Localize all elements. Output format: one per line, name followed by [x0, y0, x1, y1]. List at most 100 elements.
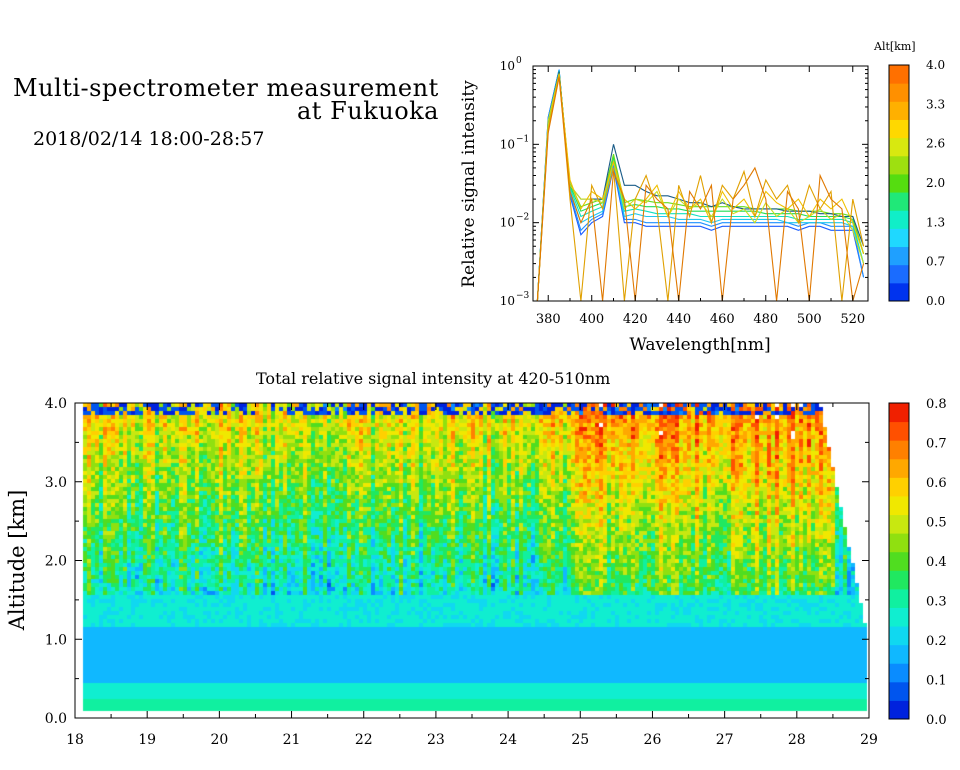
heatmap-title: Total relative signal intensity at 420-5…	[256, 369, 611, 388]
heatmap-chart-axes: 18 19 20 21 22 23 24 25 26 27 28 290.01.02.03.04.0 …	[5, 396, 947, 748]
heatmap-colorbar-swatch	[889, 681, 909, 701]
spectrum-colorbar-swatch	[889, 192, 909, 211]
spectrum-series-line	[536, 71, 865, 302]
heatmap-colorbar-swatch	[889, 663, 909, 683]
heatmap-colorbar-swatch	[889, 458, 909, 478]
date-range: 2018/02/14 18:00-28:57	[33, 128, 265, 150]
spectrum-x-tick-label: 480	[753, 312, 778, 327]
spectrum-colorbar-tick-label: 3.3	[926, 97, 945, 111]
heatmap-x-tick-label: 22	[355, 732, 373, 748]
heatmap-x-tick-label: 24	[499, 732, 517, 748]
heatmap-colorbar-tick-label: 0.8	[926, 397, 947, 412]
spectrum-series-line	[536, 74, 865, 302]
heatmap-colorbar-swatch	[889, 477, 909, 497]
spectrum-series-line	[536, 70, 865, 302]
spectrum-colorbar-swatch	[889, 246, 909, 266]
heatmap-colorbar-swatch	[889, 644, 909, 664]
spectrum-x-tick-label: 460	[710, 312, 735, 327]
heatmap-x-tick-label: 23	[427, 732, 445, 748]
heatmap-y-tick-label: 4.0	[45, 396, 67, 412]
spectrum-y-tick-exponent: 0	[516, 56, 522, 66]
spectrum-colorbar-swatch	[889, 228, 909, 248]
heatmap-colorbar-tick-label: 0.1	[926, 674, 947, 689]
heatmap-colorbar-tick-label: 0.3	[926, 595, 947, 610]
spectrum-colorbar-tick-label: 2.0	[926, 176, 945, 190]
heatmap-colorbar-swatch	[889, 403, 909, 423]
spectrum-colorbar-swatch	[889, 282, 909, 302]
spectrum-colorbar-swatch	[889, 83, 909, 102]
spectrum-series-line	[536, 72, 865, 302]
heatmap-ylabel: Altitude [km]	[5, 490, 29, 632]
heatmap-x-tick-label: 18	[66, 732, 84, 748]
spectrum-colorbar-tick-label: 2.6	[926, 137, 945, 151]
spectrum-colorbar-swatch	[889, 137, 909, 157]
chart-title-line2: at Fukuoka	[297, 97, 439, 125]
heatmap-colorbar-swatch	[889, 626, 909, 646]
heatmap-plot-frame	[74, 402, 870, 719]
heatmap-colorbar-tick-label: 0.7	[926, 437, 947, 452]
heatmap-colorbar-tick-label: 0.2	[926, 634, 947, 649]
heatmap-colorbar-tick-label: 0.4	[926, 555, 947, 570]
heatmap-colorbar-frame	[888, 402, 910, 720]
spectrum-plot-frame	[532, 65, 869, 302]
heatmap-x-tick-label: 29	[860, 732, 878, 748]
heatmap-x-tick-label: 26	[644, 732, 662, 748]
spectrum-y-tick-exponent: −2	[516, 213, 529, 223]
heatmap-colorbar-tick-label: 0.6	[926, 476, 947, 491]
chart-title-line1: Multi-spectrometer measurement	[13, 74, 439, 102]
spectrum-colorbar-tick-label: 1.3	[926, 215, 945, 229]
spectrum-colorbar-swatch	[889, 65, 909, 84]
heatmap-y-tick-label: 0.0	[45, 711, 67, 727]
heatmap-colorbar-swatch	[889, 514, 909, 534]
spectrum-series-line	[536, 69, 865, 302]
spectrum-colorbar-swatch	[889, 210, 909, 229]
spectrum-xlabel: Wavelength[nm]	[629, 335, 770, 355]
spectrum-series-line	[536, 71, 865, 302]
heatmap-plot	[75, 403, 869, 718]
spectrum-colorbar-label: Alt[km]	[873, 40, 916, 53]
spectrum-colorbar-tick-label: 0.7	[926, 255, 945, 269]
heatmap-colorbar-tick-label: 0.5	[926, 516, 947, 531]
spectrum-series-line	[536, 73, 865, 302]
spectrum-x-tick-label: 380	[536, 312, 561, 327]
heatmap-y-tick-label: 1.0	[45, 632, 67, 648]
spectrum-colorbar-tick-label: 0.0	[926, 294, 945, 308]
heatmap-colorbar-swatch	[889, 607, 909, 627]
heatmap-colorbar-swatch	[889, 700, 909, 720]
heatmap-x-tick-label: 21	[283, 732, 301, 748]
spectrum-colorbar-frame	[888, 64, 910, 302]
heatmap-colorbar-swatch	[889, 551, 909, 571]
heatmap-x-tick-label: 27	[716, 732, 734, 748]
spectrum-series-line	[536, 77, 865, 302]
spectrum-ylabel: Relative signal intensity	[459, 80, 479, 288]
heatmap-x-tick-label: 20	[210, 732, 228, 748]
spectrum-x-tick-label: 400	[579, 312, 604, 327]
spectrum-y-tick-label: 10	[500, 216, 515, 230]
heatmap-x-tick-label: 28	[788, 732, 806, 748]
heatmap-y-tick-label: 2.0	[45, 554, 67, 570]
heatmap-colorbar-swatch	[889, 533, 909, 553]
spectrum-series-line	[536, 75, 865, 302]
spectrum-series-line	[536, 69, 865, 302]
heatmap-x-tick-label: 25	[571, 732, 589, 748]
spectrum-x-tick-label: 420	[623, 312, 648, 327]
spectrum-y-tick-label: 10	[500, 59, 515, 73]
heatmap-colorbar-swatch	[889, 440, 909, 460]
spectrum-y-tick-label: 10	[500, 294, 515, 308]
heatmap-y-tick-label: 3.0	[45, 475, 67, 491]
spectrum-colorbar-swatch	[889, 101, 909, 120]
heatmap-colorbar-swatch	[889, 421, 909, 441]
heatmap-colorbar-swatch	[889, 495, 909, 516]
spectrum-y-tick-label: 10	[500, 137, 515, 151]
spectrum-colorbar-swatch	[889, 155, 909, 175]
spectrum-y-tick-exponent: −3	[516, 291, 530, 301]
spectrum-x-tick-label: 500	[797, 312, 822, 327]
spectrum-series-line	[536, 71, 865, 302]
heatmap-colorbar-tick-label: 0.0	[926, 713, 947, 728]
spectrum-colorbar-swatch	[889, 119, 909, 139]
spectrum-x-tick-label: 440	[666, 312, 691, 327]
heatmap-colorbar-swatch	[889, 588, 909, 608]
spectrum-y-tick-exponent: −1	[516, 134, 529, 144]
spectrum-x-tick-label: 520	[840, 312, 865, 327]
